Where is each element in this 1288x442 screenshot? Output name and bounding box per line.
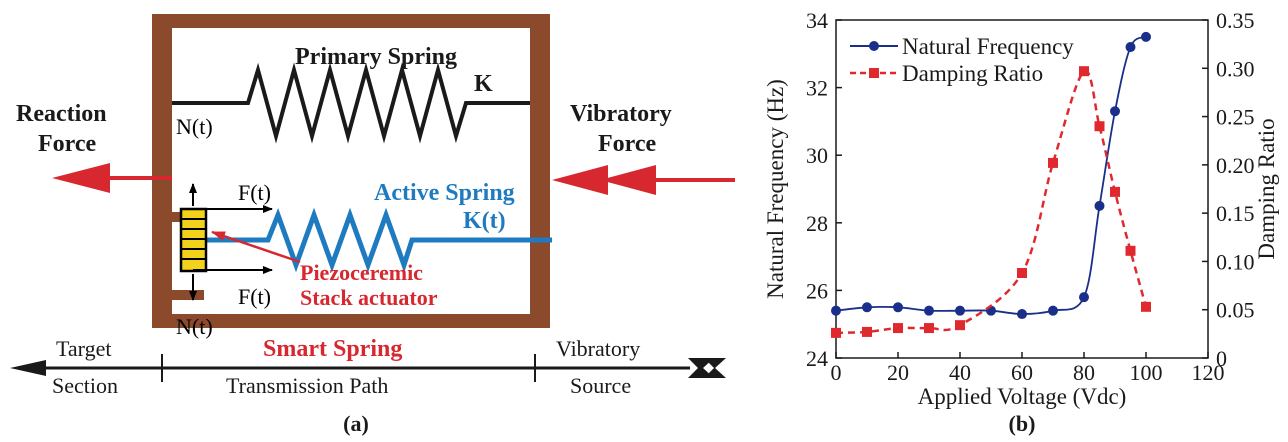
panel-a-caption: (a) (343, 411, 369, 436)
data-point (1141, 301, 1151, 312)
legend-item-damping-ratio: Damping Ratio (850, 61, 1043, 86)
transmission-frame (152, 14, 550, 328)
data-point (955, 320, 965, 331)
primary-spring (172, 62, 530, 144)
y-tick-label: 34 (806, 8, 828, 33)
vibratory-source-label-line1: Vibratory (556, 336, 640, 361)
smart-spring-label: Smart Spring (263, 336, 402, 362)
data-point (1094, 200, 1105, 211)
panel-b-caption: (b) (1009, 411, 1036, 436)
y2-tick-label: 0.05 (1216, 298, 1255, 323)
piezo-label-line2: Stack actuator (300, 285, 438, 310)
x-tick-label: 60 (1011, 360, 1033, 385)
y-tick-label: 30 (806, 143, 828, 168)
y2-tick-label: 0 (1216, 346, 1227, 371)
panel-b-chart: 0 20 40 60 80 100 120 24 26 28 30 32 34 0 0.05 0.10 0.… (763, 8, 1279, 436)
data-point (893, 302, 903, 313)
data-point (924, 323, 934, 334)
n-t-bottom-label: N(t) (176, 314, 213, 339)
y-tick-label: 24 (806, 346, 828, 371)
data-point (1110, 106, 1120, 117)
y2-tick-label: 0.30 (1216, 56, 1255, 81)
target-label: Target (56, 336, 111, 361)
y2-tick-label: 0.35 (1216, 8, 1255, 33)
reaction-force-label-line1: Reaction (16, 101, 107, 127)
reaction-force-label-line2: Force (38, 131, 97, 157)
x-tick-label: 100 (1130, 360, 1163, 385)
data-point (924, 305, 934, 316)
x-tick-label: 20 (887, 360, 909, 385)
data-point (1094, 121, 1105, 132)
vibratory-source-label-line2: Source (570, 373, 631, 398)
data-point (862, 326, 872, 337)
y2-tick-label: 0.15 (1216, 201, 1255, 226)
chart-legend: Natural Frequency Damping Ratio (850, 34, 1074, 86)
vibratory-force-label-line1: Vibratory (570, 101, 672, 127)
series-natural-frequency (831, 31, 1151, 320)
transmission-path-label: Transmission Path (226, 373, 388, 398)
y-tick-label: 28 (806, 211, 828, 236)
data-point (893, 323, 903, 334)
vibratory-force-label-line2: Force (598, 131, 657, 157)
y-axis-label: Natural Frequency (Hz) (763, 79, 788, 299)
section-label: Section (52, 373, 118, 398)
data-point (1141, 31, 1151, 42)
panel-a-diagram: Primary Spring K Active Spring K(t) N(t)… (10, 14, 735, 436)
legend-label-damping-ratio: Damping Ratio (902, 61, 1043, 86)
primary-spring-k-label: K (474, 71, 493, 97)
reaction-force-arrow (52, 163, 172, 193)
data-point (831, 327, 841, 338)
vibratory-force-arrow (552, 165, 735, 195)
data-point (1125, 42, 1136, 53)
x-tick-label: 120 (1192, 360, 1225, 385)
x-axis-label: Applied Voltage (Vdc) (918, 384, 1127, 409)
primary-spring-label: Primary Spring (295, 44, 457, 70)
data-point (1110, 186, 1120, 197)
data-point (1079, 66, 1089, 77)
y-tick-label: 32 (806, 76, 828, 101)
y2-tick-label: 0.10 (1216, 249, 1255, 274)
data-point (862, 302, 872, 313)
f-t-bottom-label: F(t) (238, 284, 271, 309)
active-spring (204, 207, 552, 273)
data-point (1048, 305, 1058, 316)
x-tick-label: 40 (949, 360, 971, 385)
y2-tick-label: 0.25 (1216, 105, 1255, 130)
n-t-top-label: N(t) (176, 114, 213, 139)
x-tick-label: 0 (831, 360, 842, 385)
piezo-stack-actuator (179, 207, 208, 273)
data-point (831, 305, 841, 316)
piezo-label-line1: Piezoceremic (300, 260, 423, 285)
y-tick-label: 26 (806, 278, 828, 303)
data-point (1017, 268, 1027, 279)
y2-tick-label: 0.20 (1216, 153, 1255, 178)
data-point (955, 305, 965, 316)
data-point (1048, 157, 1058, 168)
legend-item-natural-frequency: Natural Frequency (850, 34, 1074, 59)
piezo-pointer-arrow (211, 230, 301, 264)
data-point (1079, 292, 1089, 303)
series-damping-ratio (831, 66, 1151, 338)
f-t-top-label: F(t) (238, 180, 271, 205)
y2-axis-label: Damping Ratio (1254, 118, 1279, 259)
transmission-path-line (10, 354, 726, 382)
force-arrows (189, 183, 273, 301)
legend-label-natural-frequency: Natural Frequency (902, 34, 1074, 59)
active-spring-k-label: K(t) (463, 208, 506, 234)
active-spring-label: Active Spring (374, 180, 515, 206)
data-point (1017, 309, 1027, 320)
x-tick-label: 80 (1073, 360, 1095, 385)
data-point (1125, 245, 1136, 256)
